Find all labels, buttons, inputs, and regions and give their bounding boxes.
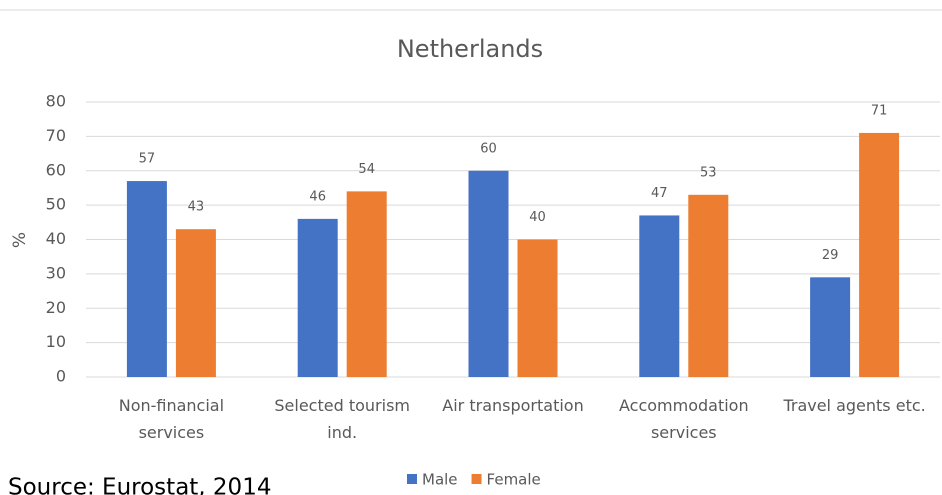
- y-tick-label: 40: [46, 229, 66, 248]
- y-tick-label: 50: [46, 195, 66, 214]
- y-tick-label: 30: [46, 263, 66, 282]
- value-label: 46: [309, 189, 326, 204]
- x-tick-label: Air transportation: [442, 396, 584, 415]
- y-tick-label: 0: [56, 367, 66, 386]
- bar: [859, 132, 900, 377]
- source-note: Source: Eurostat, 2014: [8, 475, 271, 495]
- value-label: 71: [871, 103, 888, 118]
- y-tick-label: 60: [46, 160, 66, 179]
- bar: [175, 229, 216, 377]
- x-tick-label: Selected tourism ind.: [274, 396, 410, 442]
- y-tick-label: 20: [46, 298, 66, 317]
- y-tick-label: 80: [46, 92, 66, 111]
- bar: [297, 218, 338, 377]
- bar: [639, 215, 680, 377]
- legend-swatch: [471, 474, 482, 484]
- value-label: 43: [188, 200, 205, 215]
- value-label: 60: [480, 141, 497, 156]
- value-label: 54: [358, 162, 375, 177]
- bar: [126, 181, 167, 377]
- legend-label: Male: [422, 471, 458, 489]
- x-tick-label: Accommodation services: [618, 396, 749, 442]
- legend-label: Female: [487, 471, 541, 489]
- bar: [346, 191, 387, 377]
- y-tick-label: 70: [46, 126, 66, 145]
- value-label: 47: [651, 186, 668, 201]
- value-label: 53: [700, 165, 717, 180]
- y-tick-label: 10: [46, 332, 66, 351]
- bar: [517, 239, 558, 377]
- bar: [688, 194, 729, 377]
- bar: [810, 277, 851, 377]
- bar: [468, 170, 509, 377]
- value-label: 29: [822, 248, 839, 263]
- value-label: 57: [139, 152, 156, 167]
- value-label: 40: [529, 210, 546, 225]
- chart-title: Netherlands: [397, 35, 543, 63]
- legend-swatch: [407, 474, 417, 484]
- y-axis-label: %: [10, 232, 30, 248]
- x-tick-label: Non-financial services: [118, 396, 225, 442]
- x-tick-label: Travel agents etc.: [783, 396, 926, 415]
